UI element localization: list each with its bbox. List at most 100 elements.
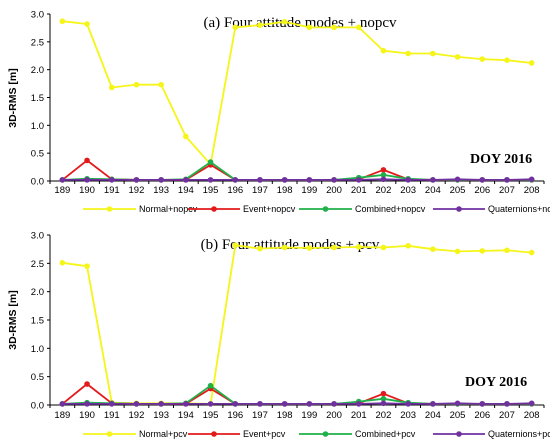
- x-tick-label: 191: [104, 185, 120, 196]
- data-point: [331, 401, 337, 407]
- data-point: [454, 54, 461, 60]
- legend-label: Combined+pcv: [355, 429, 416, 439]
- series-line: [62, 402, 532, 405]
- data-point: [430, 401, 436, 407]
- data-point: [430, 50, 436, 57]
- x-tick-label: 192: [129, 410, 145, 421]
- data-point: [380, 167, 387, 173]
- legend-entry: Normal+pcv: [83, 429, 188, 439]
- data-point: [183, 177, 189, 183]
- x-tick-label: 203: [400, 185, 416, 196]
- x-tick-label: 194: [178, 185, 194, 196]
- data-point: [257, 22, 263, 28]
- legend-swatch-marker: [456, 206, 462, 212]
- series-line: [62, 244, 532, 405]
- data-point: [479, 401, 486, 407]
- data-point: [405, 50, 411, 57]
- data-point: [380, 395, 387, 402]
- data-point: [331, 24, 337, 31]
- data-point: [232, 242, 239, 248]
- series-Quaternions+pcv: [59, 400, 535, 407]
- x-tick-label: 203: [400, 410, 416, 421]
- data-point: [84, 21, 90, 27]
- legend-label: Event+nopcv: [243, 204, 296, 214]
- legend-label: Quaternions+nopcv: [488, 204, 550, 214]
- doy-annotation: DOY 2016: [465, 375, 527, 390]
- y-tick-label: 0.0: [31, 177, 44, 188]
- data-point: [207, 401, 214, 407]
- data-point: [84, 381, 90, 387]
- y-tick-label: 2.5: [31, 37, 44, 48]
- x-tick-label: 193: [153, 185, 169, 196]
- data-point: [133, 177, 140, 183]
- x-tick-label: 192: [129, 185, 145, 196]
- data-point: [528, 176, 535, 183]
- legend-swatch-marker: [106, 431, 113, 437]
- x-tick-label: 205: [450, 410, 466, 421]
- x-tick-label: 206: [474, 410, 490, 421]
- legend-swatch-marker: [211, 431, 217, 437]
- data-point: [331, 177, 337, 183]
- data-point: [59, 177, 66, 183]
- chart-panel-b: 0.0 0.5 1.0 1.5 2.0 2.5 3.0 189 190 191 192 193 194 1…: [7, 231, 550, 440]
- y-tick-label: 1.0: [31, 121, 44, 132]
- x-tick-label: 200: [326, 185, 342, 196]
- legend-label: Normal+pcv: [139, 429, 188, 439]
- data-point: [479, 177, 486, 183]
- data-point: [380, 172, 387, 178]
- data-point: [207, 159, 214, 165]
- data-point: [430, 177, 436, 183]
- x-tick-label: 202: [376, 410, 392, 421]
- series-line: [61, 159, 532, 181]
- legend-swatch-marker: [456, 431, 462, 437]
- data-point: [257, 401, 263, 407]
- x-tick-label: 191: [104, 410, 120, 421]
- data-point: [281, 244, 288, 251]
- x-tick-label: 197: [252, 410, 268, 421]
- data-point: [108, 177, 115, 183]
- y-tick-label: 1.5: [31, 316, 44, 327]
- data-point: [528, 400, 535, 407]
- data-point: [355, 244, 362, 250]
- data-point: [257, 245, 263, 252]
- data-point: [355, 401, 362, 407]
- x-tick-label: 194: [178, 410, 194, 421]
- data-point: [528, 249, 535, 256]
- data-point: [133, 401, 140, 407]
- data-point: [232, 24, 239, 31]
- x-tick-label: 190: [79, 410, 95, 421]
- chart-title: (a) Four attitude modes + nopcv: [203, 15, 397, 31]
- y-tick-label: 0.5: [31, 149, 44, 160]
- data-point: [84, 177, 90, 183]
- legend-swatch-marker: [106, 206, 113, 212]
- x-tick-label: 201: [351, 185, 367, 196]
- data-point: [405, 177, 411, 183]
- data-point: [504, 247, 510, 254]
- y-tick-label: 2.5: [31, 259, 44, 270]
- data-point: [59, 259, 66, 266]
- data-point: [479, 56, 486, 62]
- data-point: [331, 244, 337, 251]
- data-point: [108, 401, 115, 407]
- data-point: [108, 84, 115, 91]
- doy-annotation: DOY 2016: [470, 152, 532, 167]
- data-point: [405, 401, 411, 407]
- data-point: [355, 177, 362, 183]
- data-point: [84, 263, 90, 269]
- data-point: [306, 401, 313, 407]
- x-tick-label: 208: [524, 410, 540, 421]
- legend-entry: Event+pcv: [188, 429, 286, 439]
- data-point: [281, 18, 288, 25]
- x-tick-label: 193: [153, 410, 169, 421]
- x-tick-label: 204: [425, 410, 441, 421]
- data-point: [504, 177, 510, 183]
- y-tick-label: 1.5: [31, 93, 44, 104]
- series-Normal+pcv: [59, 242, 535, 407]
- data-point: [158, 81, 164, 88]
- data-point: [207, 382, 214, 389]
- series-line: [62, 178, 532, 181]
- legend-entry: Combined+pcv: [299, 429, 416, 439]
- data-point: [380, 244, 387, 251]
- x-tick-label: 196: [227, 410, 243, 421]
- x-tick-label: 195: [203, 185, 219, 196]
